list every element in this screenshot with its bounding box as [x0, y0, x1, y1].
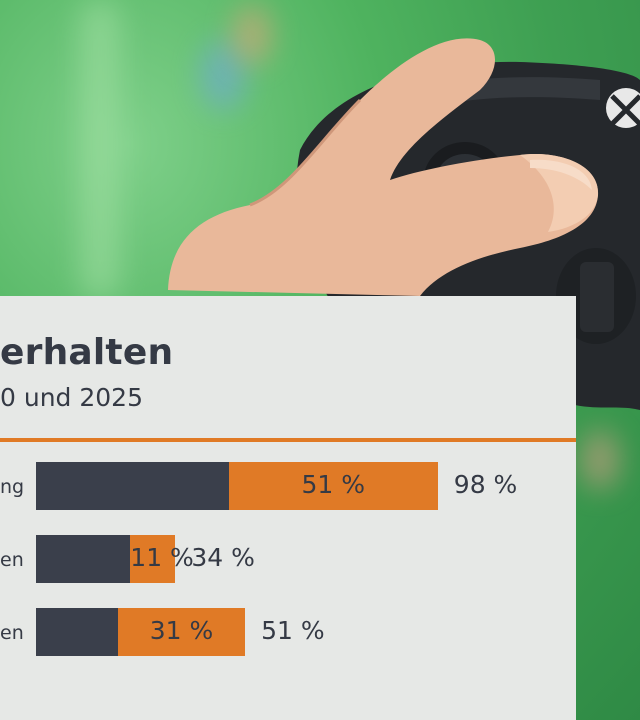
blurred-player-shape	[580, 430, 620, 490]
bar-segment-dark	[36, 535, 131, 583]
bar-segment-dark	[36, 608, 118, 656]
chart-title: erhalten	[0, 332, 174, 373]
category-label: en	[0, 622, 24, 644]
segment-value-label: 51 %	[301, 470, 365, 499]
bar-segment-orange	[130, 535, 176, 583]
total-value-label: 98 %	[453, 470, 518, 499]
segment-value-label: 11 %	[130, 543, 194, 572]
total-value-label: 34 %	[191, 543, 255, 572]
bar-segment-dark	[36, 462, 229, 510]
category-label: en	[0, 549, 24, 571]
segment-value-label: 31 %	[149, 616, 214, 645]
blurred-player-shape	[232, 5, 272, 65]
total-value-label: 51 %	[261, 616, 325, 645]
blurred-pitch-line	[80, 0, 120, 300]
bar-segment-orange	[118, 608, 246, 656]
category-label: ng	[0, 476, 25, 498]
bar-segment-orange	[228, 462, 438, 510]
title-rule	[0, 438, 576, 442]
chart-subtitle: 0 und 2025	[0, 383, 143, 412]
